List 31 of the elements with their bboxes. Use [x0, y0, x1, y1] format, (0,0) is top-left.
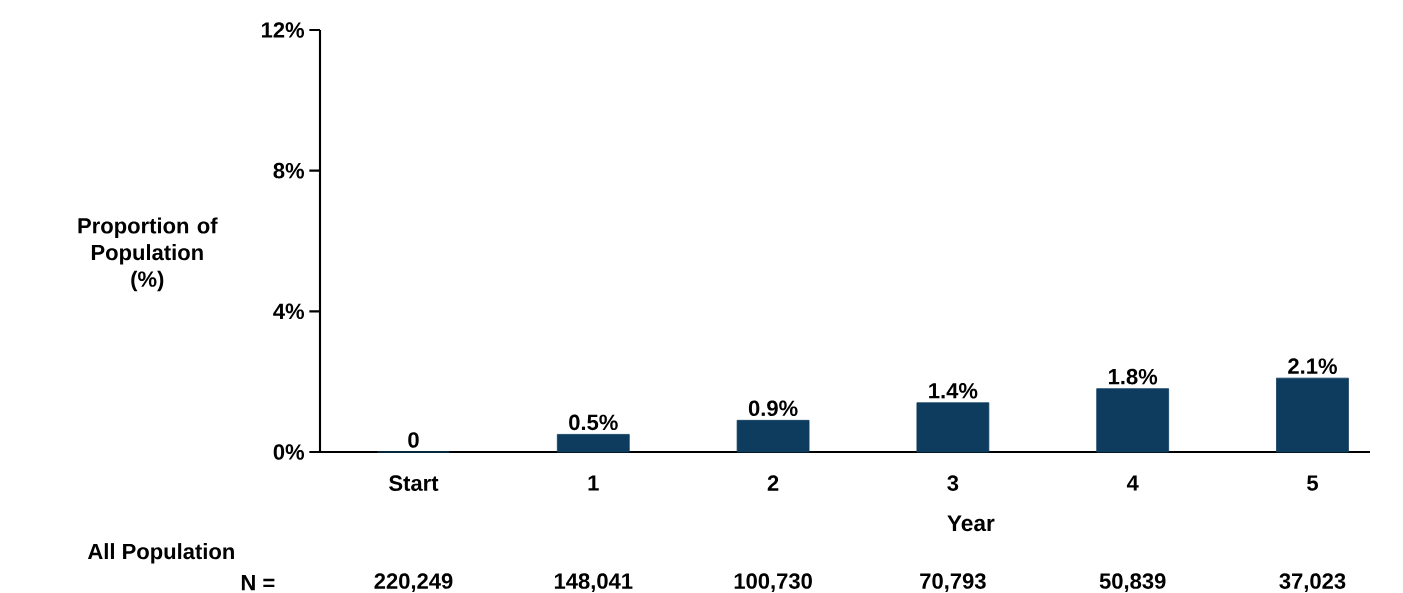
data-label: 1.4% — [929, 383, 978, 399]
data-label: 0.9% — [748, 400, 798, 417]
x-tick-label: 1 — [588, 475, 599, 491]
y-axis-title: Proportion of Population (%) — [78, 217, 218, 292]
data-label: 0 — [408, 432, 419, 448]
y-tick-label: 4% — [273, 303, 305, 320]
bar — [916, 402, 990, 453]
x-tick-label: 2 — [767, 475, 779, 491]
bar — [1276, 377, 1349, 453]
text: N = — [241, 575, 275, 591]
x-tick-label: 5 — [1307, 475, 1318, 491]
data-label: 2.1% — [1288, 358, 1337, 374]
x-tick-label: 3 — [947, 475, 959, 491]
bar — [1096, 388, 1170, 453]
y-tick-label: 8% — [273, 162, 305, 179]
text: 70,793 — [920, 573, 986, 593]
text: 220,249 — [374, 573, 453, 593]
text: 37,023 — [1279, 573, 1346, 593]
text: All Population — [87, 543, 234, 564]
bar — [736, 419, 810, 453]
x-tick-label: Start — [389, 475, 439, 491]
x-tick-label: 4 — [1126, 475, 1139, 491]
y-tick-label: 12% — [261, 22, 305, 38]
text: 148,041 — [554, 573, 633, 593]
text: 100,730 — [734, 573, 812, 593]
bar — [556, 434, 630, 453]
text: 50,839 — [1099, 573, 1166, 593]
x-axis-title: Year — [947, 515, 995, 532]
data-label: 0.5% — [569, 414, 618, 431]
y-tick-label: 0% — [273, 444, 305, 460]
data-label: 1.8% — [1108, 368, 1158, 385]
